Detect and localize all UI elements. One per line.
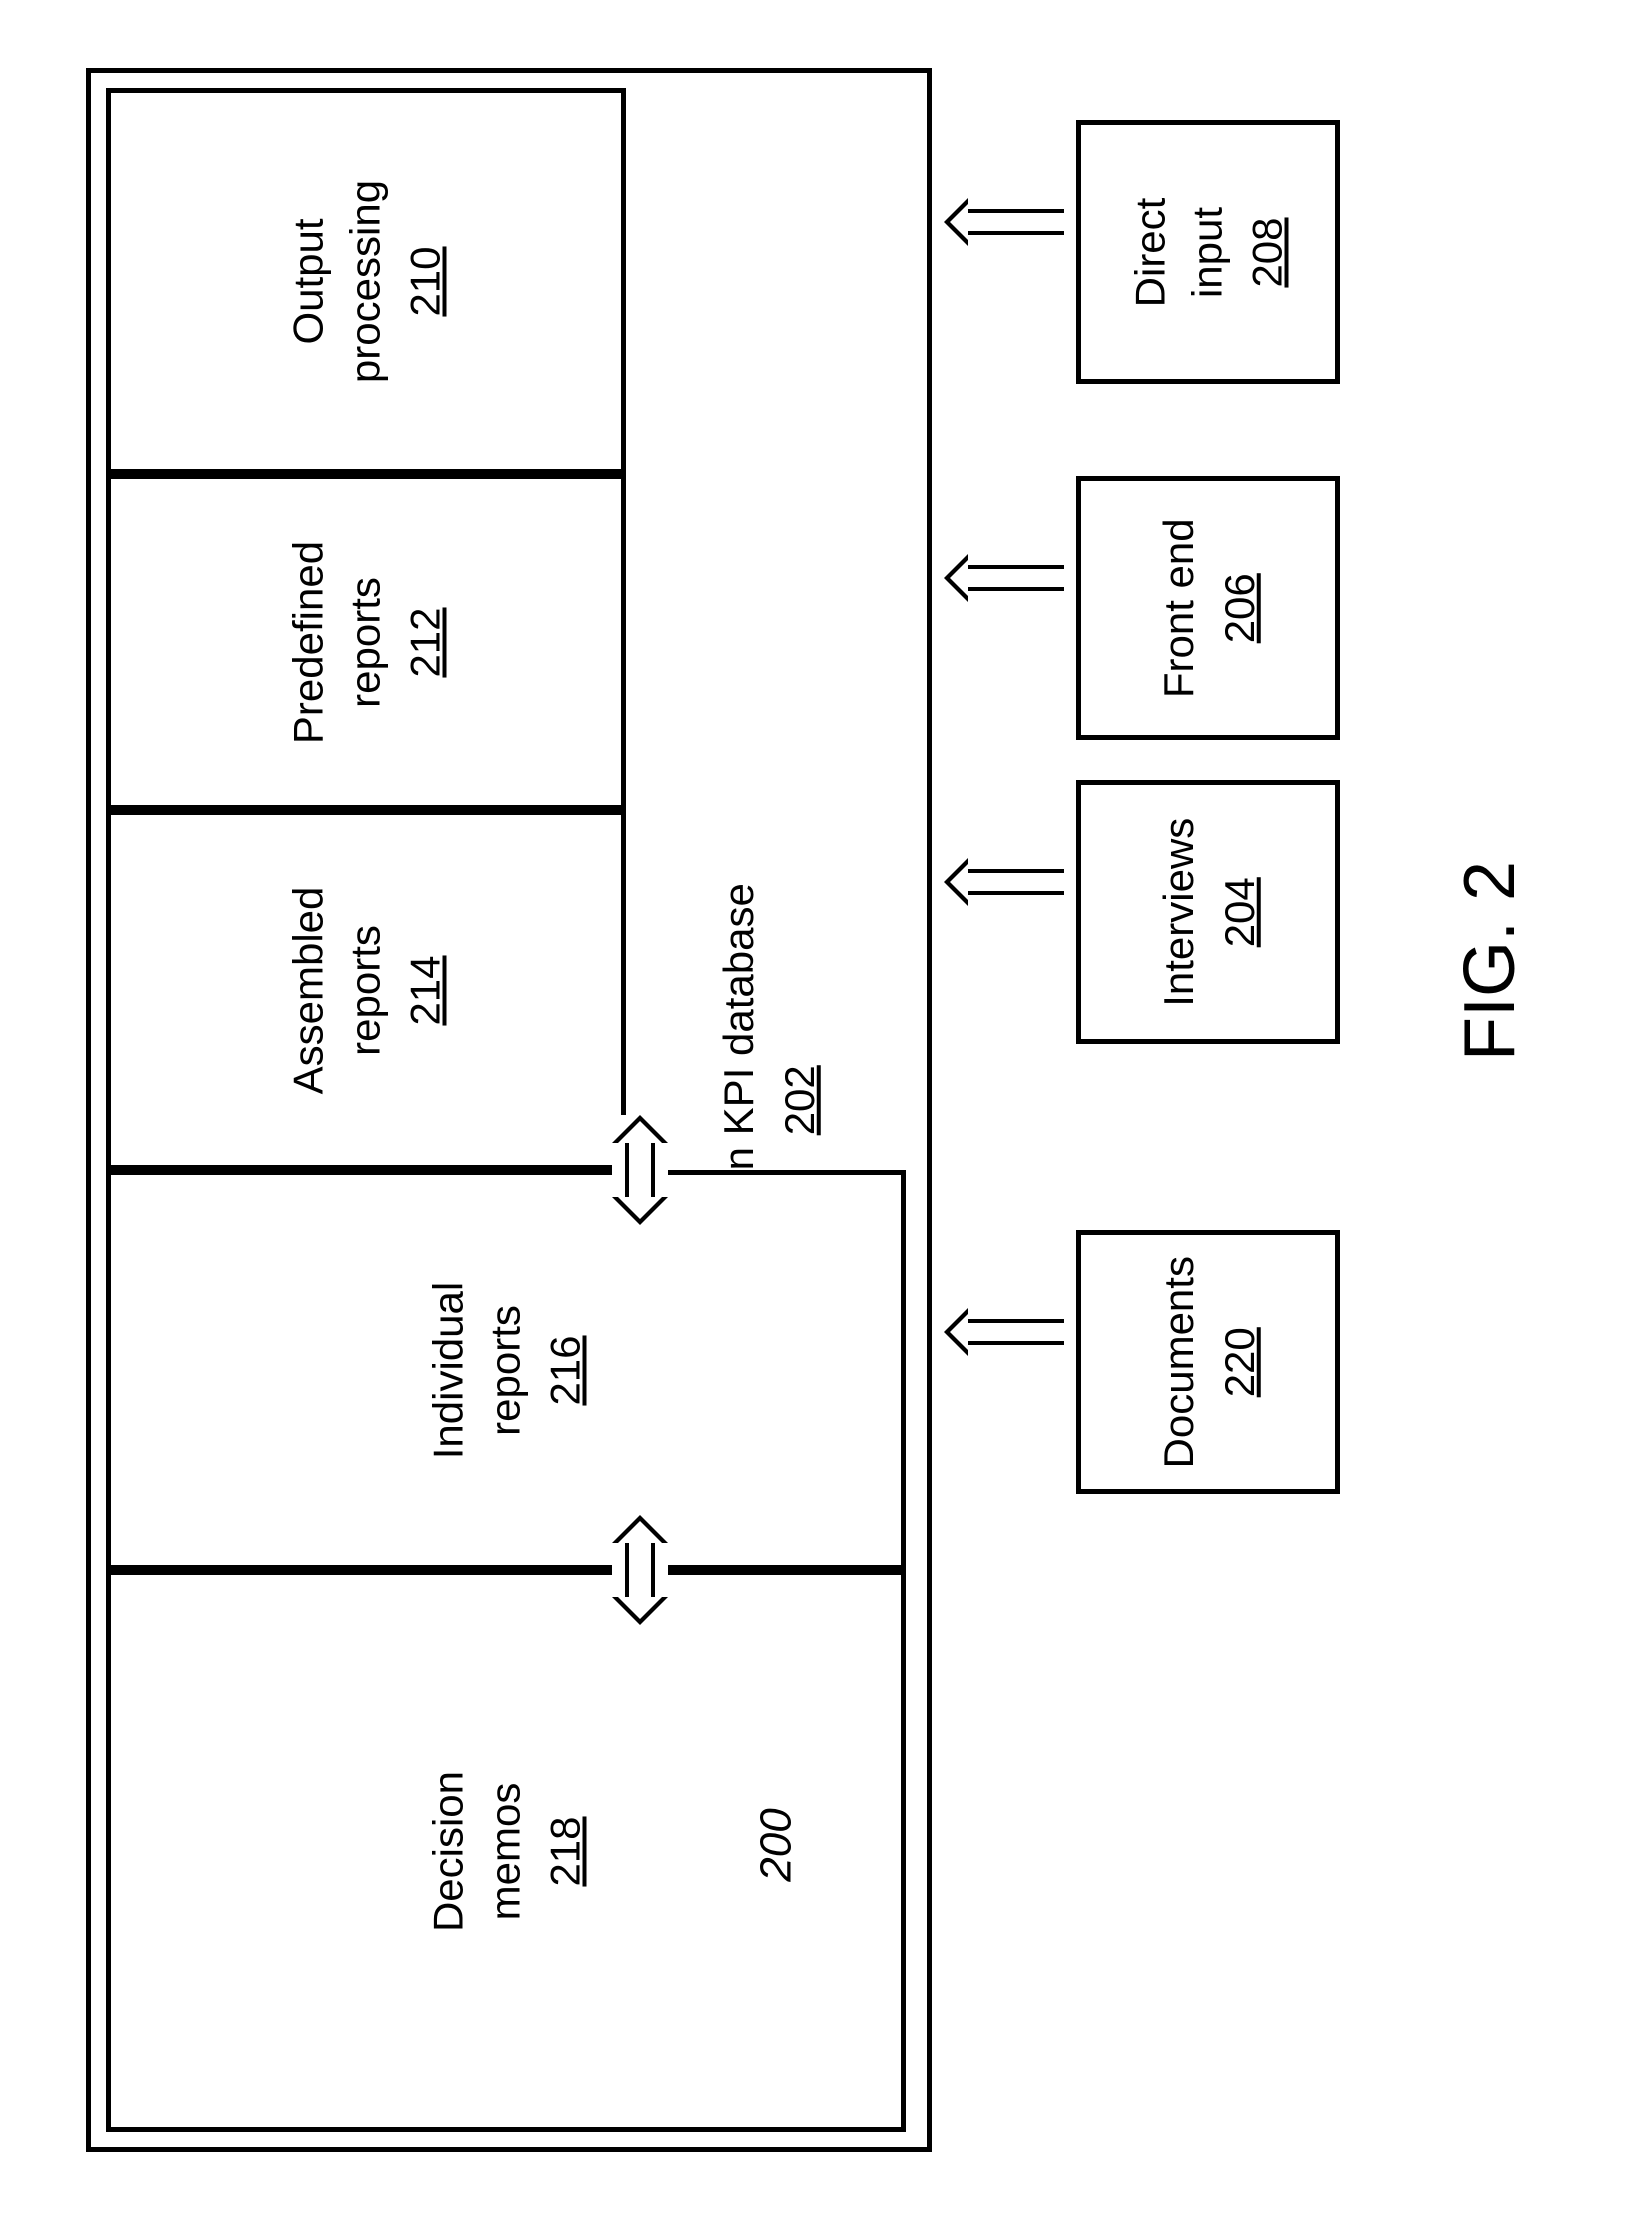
module-ref: 210	[402, 246, 450, 316]
system-ref: 200	[752, 1808, 802, 1881]
arrow-documents	[944, 1308, 1064, 1356]
arrow-direct-input	[944, 198, 1064, 246]
input-ref: 208	[1244, 217, 1292, 287]
module-ref: 214	[402, 955, 450, 1025]
input-label: Interviews	[1153, 817, 1206, 1006]
input-label: Documents	[1153, 1256, 1206, 1468]
module-label: Decision	[423, 1770, 476, 1931]
input-label: Direct	[1125, 197, 1178, 307]
module-individual-reports: Individualreports216	[106, 1170, 906, 1570]
module-label-2: reports	[479, 1305, 532, 1436]
input-ref: 206	[1215, 573, 1263, 643]
input-front-end: Front end206	[1076, 476, 1340, 740]
module-label-2: reports	[339, 577, 392, 708]
module-assembled-reports: Assembledreports214	[106, 810, 626, 1170]
module-label-2: memos	[479, 1782, 532, 1920]
input-documents: Documents220	[1076, 1230, 1340, 1494]
module-output-processing: Outputprocessing210	[106, 88, 626, 474]
figure-caption: FIG. 2	[1449, 861, 1531, 1061]
database-ref: 202	[775, 1065, 823, 1135]
arrow-individual-decision	[612, 1515, 668, 1625]
module-label: Output	[283, 218, 336, 344]
input-label: Front end	[1153, 518, 1206, 698]
module-ref: 216	[542, 1335, 590, 1405]
module-label-2: processing	[339, 179, 392, 382]
arrow-front-end	[944, 554, 1064, 602]
input-ref: 204	[1215, 877, 1263, 947]
module-ref: 218	[542, 1816, 590, 1886]
module-label: Predefined	[283, 540, 336, 743]
module-ref: 212	[402, 607, 450, 677]
arrow-interviews	[944, 858, 1064, 906]
input-label-2: input	[1181, 206, 1234, 297]
input-interviews: Interviews204	[1076, 780, 1340, 1044]
input-direct-input: Directinput208	[1076, 120, 1340, 384]
module-label: Individual	[423, 1281, 476, 1458]
module-predefined-reports: Predefinedreports212	[106, 474, 626, 810]
module-label-2: reports	[339, 925, 392, 1056]
input-ref: 220	[1215, 1327, 1263, 1397]
arrow-assembled-individual	[612, 1115, 668, 1225]
module-label: Assembled	[283, 886, 336, 1094]
